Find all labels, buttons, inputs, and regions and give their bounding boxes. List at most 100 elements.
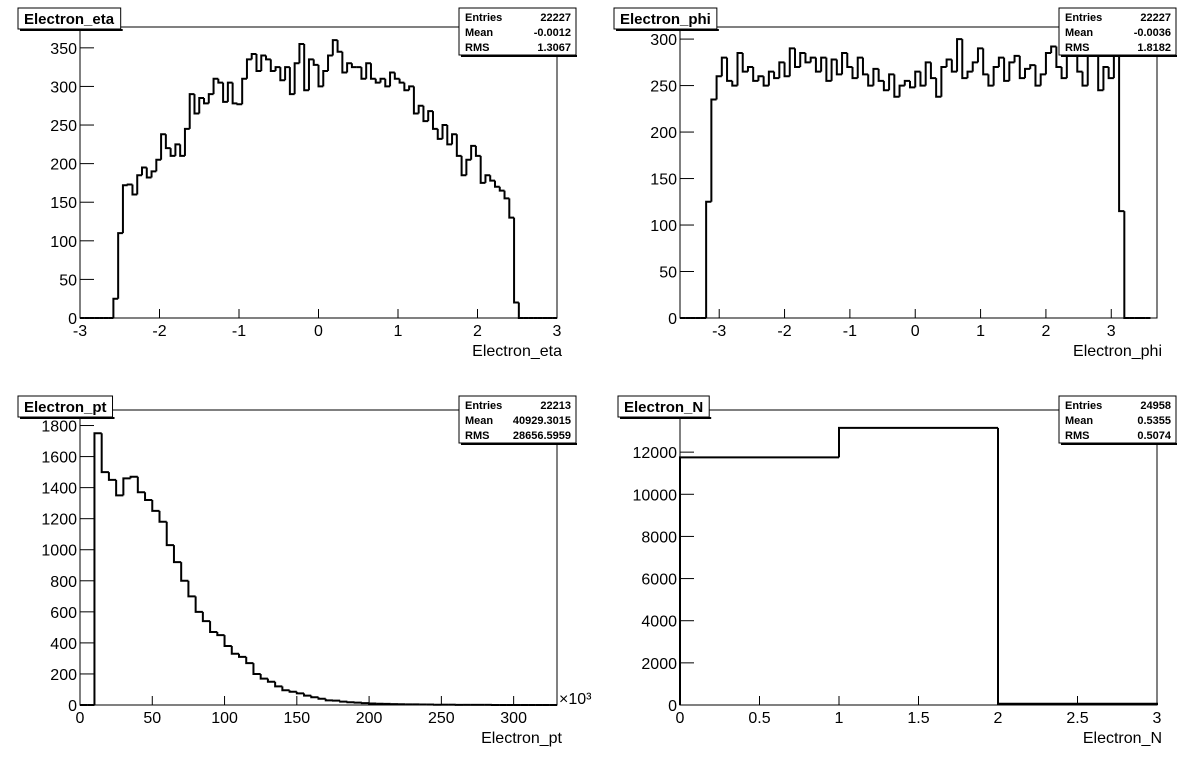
histogram-bin	[679, 456, 839, 705]
histogram-bin	[888, 73, 895, 91]
histogram-bin	[484, 174, 491, 183]
histogram-bin	[122, 477, 131, 496]
x-tick-label: 2.5	[1066, 710, 1088, 727]
y-tick-label: 1000	[41, 543, 77, 560]
y-tick-label: 200	[50, 667, 77, 684]
histogram-bin	[1118, 39, 1125, 213]
stats-label: RMS	[1065, 42, 1089, 54]
histogram-bin	[201, 611, 211, 623]
histogram-bin	[384, 78, 391, 88]
histogram-bin	[838, 426, 998, 458]
histogram-bin	[169, 148, 176, 157]
histogram-bin	[935, 78, 942, 98]
histogram-bin	[274, 681, 283, 688]
y-tick-label: 50	[659, 265, 677, 282]
histogram-bin	[155, 158, 162, 172]
histogram-bin	[274, 66, 281, 71]
histogram-bin	[513, 217, 519, 304]
histogram-bin	[107, 472, 117, 481]
histogram-bin	[324, 698, 333, 702]
x-tick-label: 100	[211, 710, 238, 727]
histogram-bin	[129, 475, 138, 479]
y-tick-label: 600	[50, 605, 77, 622]
histogram-bin	[794, 48, 801, 68]
histogram-bin	[872, 67, 879, 86]
histogram-bin	[778, 61, 785, 79]
histogram-bin	[427, 110, 433, 122]
histogram-bin	[1102, 65, 1109, 91]
histogram-bin	[451, 133, 457, 145]
histogram-bin	[422, 105, 429, 123]
x-tick-label: 50	[143, 710, 161, 727]
stats-value: 22227	[540, 12, 571, 24]
stats-label: Entries	[465, 400, 502, 412]
x-tick-label: 0	[911, 323, 920, 340]
stats-value: 22227	[1140, 12, 1171, 24]
y-tick-label: 100	[650, 218, 677, 235]
x-tick-label: 2	[1041, 323, 1050, 340]
y-tick-label: 12000	[633, 445, 678, 462]
y-tick-label: 800	[50, 574, 77, 591]
x-tick-label: 3	[1153, 710, 1162, 727]
histogram-bin	[460, 155, 467, 177]
histogram-bin	[741, 53, 748, 73]
histogram-bin	[474, 145, 481, 157]
histogram-bin	[360, 67, 367, 80]
histogram-bin	[150, 170, 157, 178]
histogram-bin	[710, 98, 717, 202]
x-tick-label: 200	[356, 710, 383, 727]
x-tick-label: 0	[676, 710, 685, 727]
stats-label: Mean	[1065, 27, 1093, 39]
histogram-bin	[151, 500, 160, 512]
x-tick-label: 1	[394, 323, 403, 340]
stats-value: 22213	[540, 400, 571, 412]
histogram-bin	[374, 78, 381, 84]
stats-value: 0.5355	[1137, 415, 1171, 427]
x-tick-label: -1	[843, 323, 857, 340]
histogram-bin	[279, 67, 286, 82]
histogram-bin	[100, 433, 109, 474]
histogram-bin	[336, 40, 343, 53]
histogram-bin	[398, 78, 405, 84]
x-axis-title: Electron_phi	[1073, 343, 1162, 360]
histogram-bin	[830, 58, 837, 81]
stats-box	[1058, 395, 1177, 444]
y-tick-label: 250	[50, 118, 77, 135]
histogram-bin	[207, 93, 214, 104]
frame	[679, 26, 1158, 319]
histogram-bin	[1081, 71, 1088, 87]
histogram-bin	[145, 167, 152, 179]
histogram-bin	[260, 54, 267, 71]
histogram-bin	[310, 695, 319, 699]
histogram-bin	[412, 86, 419, 115]
histogram-bin	[929, 62, 937, 80]
histogram-bin	[172, 545, 182, 564]
histogram-bin	[736, 52, 743, 86]
y-tick-label: 1800	[41, 419, 77, 436]
histogram-bin	[226, 81, 233, 102]
chart-title: Electron_pt	[24, 399, 107, 416]
histogram-bin	[288, 67, 295, 96]
x-tick-label: -3	[712, 323, 726, 340]
histogram-bin	[773, 71, 780, 80]
x-tick-label: -3	[73, 323, 87, 340]
y-tick-label: 0	[668, 698, 677, 715]
y-tick-label: 0	[68, 311, 77, 328]
histogram-bin	[470, 144, 476, 160]
histogram-bin	[997, 56, 1005, 67]
histogram-bin	[997, 427, 1158, 705]
histogram-bin	[846, 53, 853, 68]
frame	[79, 409, 558, 706]
histogram-bin	[141, 166, 147, 176]
histogram-bin	[1024, 67, 1031, 79]
x-tick-label: 1	[976, 323, 985, 340]
y-tick-label: 0	[68, 698, 77, 715]
histogram-bin	[961, 39, 968, 80]
histogram-bin	[814, 57, 822, 73]
histogram-bin	[945, 58, 952, 67]
histogram-bin	[117, 232, 123, 299]
histogram-bin	[914, 70, 921, 88]
histogram-bin	[987, 74, 994, 87]
y-tick-label: 10000	[633, 487, 678, 504]
